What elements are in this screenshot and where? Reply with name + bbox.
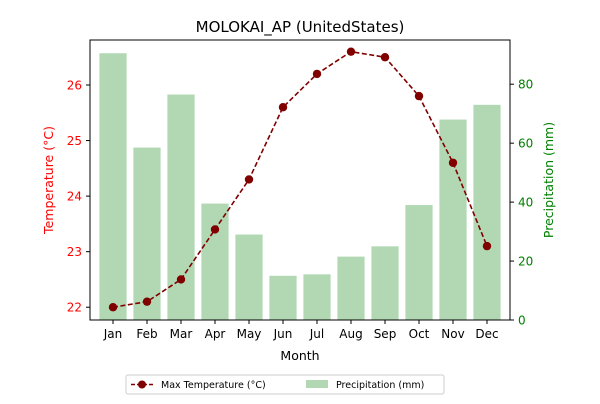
x-tick-label: Feb xyxy=(136,327,157,341)
right-y-axis: 0 20 40 60 80 xyxy=(510,78,533,328)
x-tick-label: Oct xyxy=(409,327,430,341)
legend-frame xyxy=(125,374,445,395)
x-axis-label: Month xyxy=(280,348,319,363)
x-tick-label: Aug xyxy=(339,327,362,341)
temperature-line-series xyxy=(108,47,492,312)
precipitation-bar xyxy=(99,53,127,321)
temperature-point xyxy=(210,225,220,234)
temperature-point xyxy=(278,103,288,112)
left-y-tick-label: 24 xyxy=(67,190,82,204)
x-tick-label: Sep xyxy=(374,327,397,341)
right-y-tick-label: 0 xyxy=(518,314,526,328)
temperature-point xyxy=(448,158,458,167)
x-tick-label: Nov xyxy=(441,327,464,341)
x-tick-label: Apr xyxy=(205,327,226,341)
left-y-axis: 22 23 24 25 26 xyxy=(67,79,90,315)
left-y-tick-label: 25 xyxy=(67,134,82,148)
temperature-point xyxy=(482,241,492,251)
plot-frame xyxy=(89,39,511,321)
precipitation-bar xyxy=(405,205,433,320)
temperature-point xyxy=(244,175,254,184)
precipitation-bar xyxy=(201,203,229,320)
precipitation-bar xyxy=(303,274,331,320)
temperature-line xyxy=(112,50,488,309)
precipitation-bar xyxy=(133,147,161,320)
precipitation-bar xyxy=(473,104,501,320)
temperature-point xyxy=(414,91,424,101)
left-y-tick-label: 23 xyxy=(67,245,82,259)
temperature-point xyxy=(108,303,118,312)
precipitation-bar xyxy=(235,234,263,320)
precipitation-bar xyxy=(269,275,297,320)
right-y-tick-label: 20 xyxy=(518,255,533,269)
x-tick-label: Jun xyxy=(273,327,293,341)
precipitation-bar xyxy=(439,119,467,320)
temperature-point xyxy=(176,275,186,284)
left-y-tick-label: 22 xyxy=(67,301,82,315)
right-y-tick-label: 40 xyxy=(518,196,533,210)
precipitation-bar xyxy=(371,246,399,320)
legend-label-precipitation: Precipitation (mm) xyxy=(336,380,424,391)
x-tick-label: Jan xyxy=(103,327,123,341)
right-y-axis-label: Precipitation (mm) xyxy=(541,122,556,238)
precipitation-bars xyxy=(99,53,501,321)
legend-bar-swatch xyxy=(306,380,328,388)
x-axis: Jan Feb Mar Apr May Jun Jul Aug Sep Oct Nov Dec xyxy=(103,320,499,341)
legend-marker-swatch xyxy=(138,380,146,389)
x-tick-label: Dec xyxy=(475,327,498,341)
chart-title: MOLOKAI_AP (UnitedStates) xyxy=(196,18,405,37)
x-tick-label: Jul xyxy=(309,327,324,341)
temperature-point xyxy=(142,297,152,306)
temperature-point xyxy=(380,53,390,62)
right-y-tick-label: 80 xyxy=(518,78,533,92)
right-y-tick-label: 60 xyxy=(518,137,533,151)
temperature-point xyxy=(346,47,356,56)
left-y-tick-label: 26 xyxy=(67,79,82,93)
precipitation-bar xyxy=(337,256,365,320)
legend: Max Temperature (°C) Precipitation (mm) xyxy=(125,374,445,395)
x-tick-label: May xyxy=(237,327,262,341)
left-y-axis-label: Temperature (°C) xyxy=(41,126,56,235)
legend-label-temperature: Max Temperature (°C) xyxy=(161,380,266,391)
temperature-point xyxy=(312,69,322,79)
x-tick-label: Mar xyxy=(170,327,193,341)
